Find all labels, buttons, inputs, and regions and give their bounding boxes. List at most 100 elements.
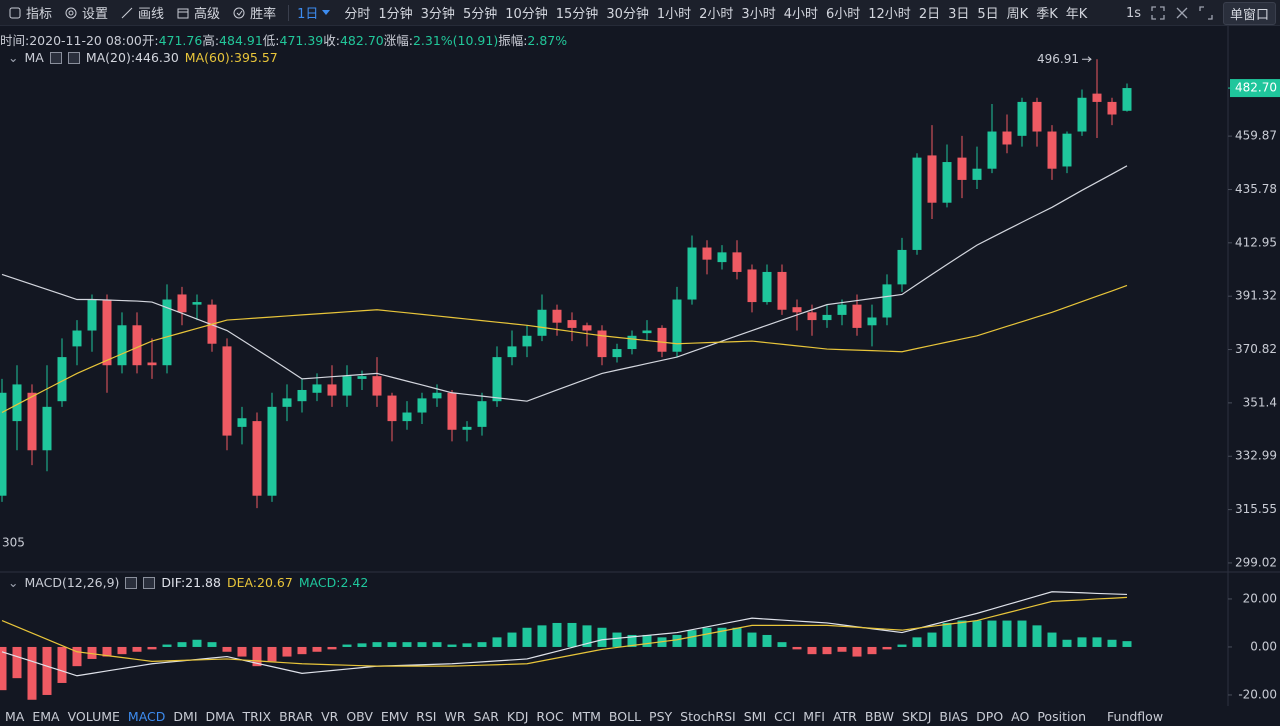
indicator-tab[interactable]: KDJ [506, 709, 529, 724]
tool-label[interactable]: 指标 [26, 7, 53, 22]
tool-button[interactable]: 高级 [176, 3, 220, 22]
indicator-tab[interactable]: MACD [127, 709, 166, 724]
tool-label[interactable]: 设置 [82, 7, 109, 22]
indicator-tab[interactable]: SKDJ [901, 709, 932, 724]
indicator-tab[interactable]: OBV [346, 709, 373, 724]
indicator-tab[interactable]: BOLL [608, 709, 642, 724]
indicator-tab[interactable]: SMI [743, 709, 767, 724]
candle-body [27, 392, 37, 451]
active-period-label[interactable]: 1日 [297, 7, 319, 22]
candle-body [432, 392, 442, 399]
indicator-tab[interactable]: VR [321, 709, 339, 724]
indicator-tab[interactable]: BIAS [939, 709, 969, 724]
period-button[interactable]: 季K [1036, 7, 1058, 22]
period-button[interactable]: 4小时 [783, 7, 818, 22]
info-value: 2.87% [527, 33, 568, 48]
period-button[interactable]: 3分钟 [420, 7, 455, 22]
candle-body [852, 304, 862, 328]
period-button[interactable]: 30分钟 [606, 7, 649, 22]
candle-body [192, 302, 202, 305]
y-tick-label: 370.82 [1235, 342, 1277, 356]
macd-bar [897, 644, 907, 647]
indicator-tab[interactable]: EMA [32, 709, 60, 724]
tool-button[interactable]: 设置 [64, 3, 108, 22]
indicator-close[interactable] [67, 51, 80, 64]
collapse-arrow[interactable]: ⌄ [8, 575, 19, 590]
indicator-tab[interactable]: TRIX [242, 709, 272, 724]
indicator-tab[interactable]: EMV [380, 709, 409, 724]
macd-bar [627, 634, 637, 647]
ma-legend: ⌄ MA MA(20):446.30 MA(60):395.57 [8, 50, 278, 65]
indicator-tab[interactable]: StochRSI [680, 709, 736, 724]
period-button[interactable]: 15分钟 [555, 7, 599, 22]
indicator-tab[interactable]: SAR [473, 709, 499, 724]
indicator-tab[interactable]: MTM [571, 709, 601, 724]
tool-button[interactable]: 指标 [8, 3, 52, 22]
indicator-tab[interactable]: BBW [864, 709, 894, 724]
candle-body [777, 271, 787, 310]
indicator-tab[interactable]: WR [444, 709, 466, 724]
period-button[interactable]: 周K [1006, 7, 1029, 22]
candle-body [57, 357, 67, 402]
macd-legend: ⌄ MACD(12,26,9) DIF:21.88 DEA:20.67 MACD:2… [8, 575, 368, 590]
macd-bar [162, 644, 172, 647]
indicator-tab[interactable]: MA [5, 709, 25, 724]
indicator-tab[interactable]: MFI [803, 709, 825, 724]
period-button[interactable]: 10分钟 [505, 7, 548, 22]
macd-bar [1122, 641, 1132, 647]
settings-icon[interactable] [1175, 6, 1189, 20]
candle-body [72, 330, 82, 347]
period-button[interactable]: 年K [1065, 7, 1088, 22]
fullscreen-icon[interactable] [1151, 6, 1165, 20]
refresh-rate[interactable]: 1s [1125, 5, 1141, 21]
macd-bar [267, 646, 277, 662]
tool-label[interactable]: 胜率 [250, 7, 277, 22]
indicator-tab[interactable]: AO [1011, 709, 1030, 724]
period-button[interactable]: 3小时 [741, 7, 776, 22]
y-tick-label: 315.55 [1235, 502, 1277, 516]
indicator-settings[interactable] [125, 576, 138, 589]
period-button[interactable]: 2日 [918, 7, 941, 22]
candle-body [987, 131, 997, 169]
indicator-tab[interactable]: Fundflow [1107, 709, 1164, 724]
collapse-arrow[interactable]: ⌄ [8, 50, 19, 65]
dropdown-icon [322, 9, 331, 15]
candle-body [822, 314, 832, 321]
tool-label[interactable]: 高级 [194, 7, 221, 22]
macd-title: MACD(12,26,9) [24, 575, 120, 590]
chart-svg: 496.91 305 459.87 435.78 412.95 391.32 370.82… [0, 26, 1280, 706]
period-button[interactable]: 1小时 [656, 7, 692, 22]
indicator-tab[interactable]: ROC [536, 709, 564, 724]
indicator-tab[interactable]: BRAR [279, 709, 314, 724]
macd-bar [912, 637, 922, 647]
macd-bar [342, 644, 352, 647]
period-button[interactable]: 分时 [344, 7, 371, 22]
period-button[interactable]: 2小时 [699, 7, 734, 22]
candle-body [1017, 101, 1027, 136]
active-period[interactable]: 1日 [297, 3, 331, 22]
period-button[interactable]: 1分钟 [378, 7, 413, 22]
tool-button[interactable]: 胜率 [232, 3, 276, 22]
indicator-tab[interactable]: CCI [774, 709, 796, 724]
period-button[interactable]: 12小时 [868, 7, 911, 22]
candle-body [267, 406, 277, 496]
indicator-tab[interactable]: ATR [832, 709, 857, 724]
indicator-close[interactable] [143, 576, 156, 589]
indicator-tab[interactable]: DPO [976, 709, 1004, 724]
indicator-tab[interactable]: DMI [173, 709, 198, 724]
tool-label[interactable]: 画线 [138, 7, 165, 22]
expand-icon[interactable] [1199, 6, 1213, 20]
period-button[interactable]: 3日 [948, 7, 970, 22]
period-button[interactable]: 6小时 [825, 7, 861, 22]
candle-body [897, 249, 907, 285]
window-mode-button[interactable]: 单窗口 [1222, 1, 1276, 25]
indicator-tab[interactable]: Position [1037, 709, 1087, 724]
indicator-tab[interactable]: PSY [649, 709, 673, 724]
indicator-tab[interactable]: RSI [416, 709, 437, 724]
indicator-settings[interactable] [49, 51, 62, 64]
period-button[interactable]: 5分钟 [462, 7, 498, 22]
period-button[interactable]: 5日 [977, 7, 999, 22]
indicator-tab[interactable]: VOLUME [67, 709, 120, 724]
tool-button[interactable]: 画线 [120, 3, 164, 22]
indicator-tab[interactable]: DMA [205, 709, 235, 724]
